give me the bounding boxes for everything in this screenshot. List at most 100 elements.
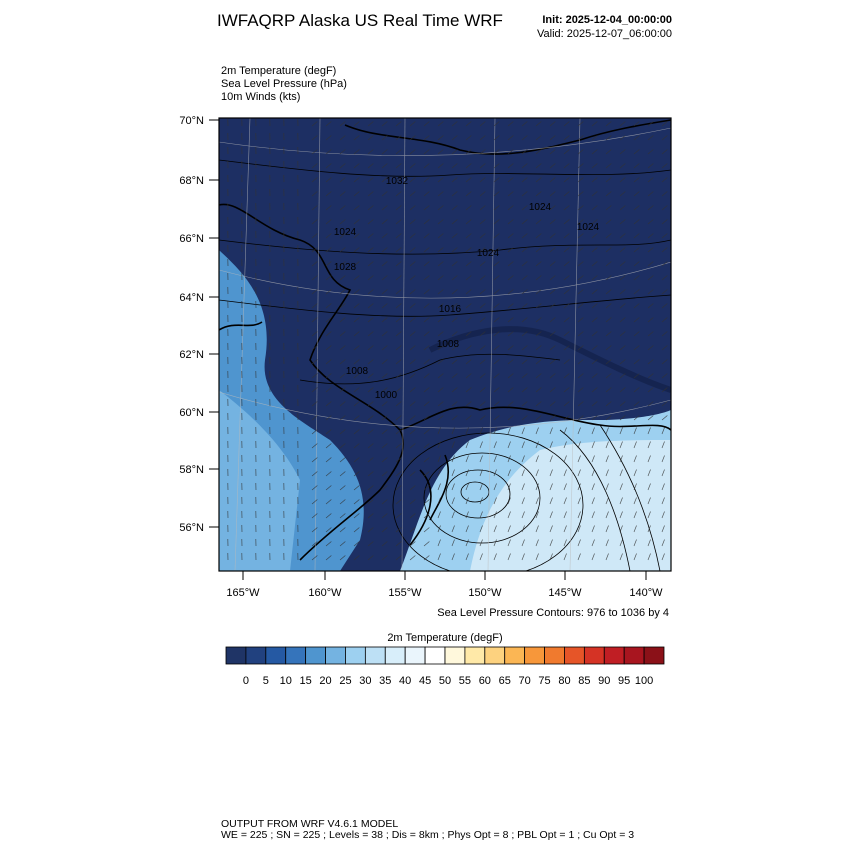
wind-barb xyxy=(535,191,542,197)
wind-barb xyxy=(409,205,416,211)
wind-barb xyxy=(381,149,388,155)
wind-barb xyxy=(409,331,416,337)
wind-barb xyxy=(577,427,581,435)
wind-barb xyxy=(479,469,483,477)
wind-barb xyxy=(633,483,637,491)
wind-barb xyxy=(311,373,318,379)
wind-barb xyxy=(311,275,318,281)
wind-barb xyxy=(311,513,318,519)
wind-barb xyxy=(339,499,346,505)
wind-barb xyxy=(479,289,486,295)
wind-barb xyxy=(535,205,542,211)
wind-barb xyxy=(451,205,458,211)
wind-barb xyxy=(423,275,430,281)
wind-barb xyxy=(563,525,567,533)
wind-barb xyxy=(549,401,556,407)
wind-barb xyxy=(395,191,402,197)
wind-barb xyxy=(507,359,514,365)
wind-barb xyxy=(507,233,514,239)
wind-barb xyxy=(311,471,318,477)
colorbar-box xyxy=(364,646,386,665)
wind-barb xyxy=(353,247,360,253)
wind-barb xyxy=(507,149,514,155)
colorbar-label: 15 xyxy=(300,675,312,687)
wind-barb xyxy=(591,247,598,253)
wind-barb xyxy=(591,261,598,267)
wind-barb xyxy=(339,289,346,295)
wind-barb xyxy=(381,541,388,547)
wind-barb xyxy=(535,303,542,309)
wind-barb xyxy=(647,163,654,169)
wind-barb xyxy=(381,177,388,183)
wind-barb xyxy=(465,455,469,463)
wind-barb xyxy=(423,205,430,211)
wind-barb xyxy=(353,541,360,547)
wind-barb xyxy=(451,539,455,547)
wind-barb xyxy=(381,303,388,309)
wind-barb xyxy=(339,471,346,477)
wind-barb xyxy=(507,345,514,351)
wind-barb xyxy=(409,471,416,477)
wind-barb xyxy=(437,233,444,239)
wind-barb xyxy=(451,331,458,337)
wind-barb xyxy=(605,455,609,463)
wind-barb xyxy=(479,427,483,435)
wind-barb xyxy=(353,317,360,323)
wind-barb xyxy=(549,553,553,561)
wind-barb xyxy=(633,373,640,379)
wind-barb xyxy=(423,149,430,155)
lat-label: 64°N xyxy=(179,292,204,304)
wind-barb xyxy=(493,539,497,547)
wind-barb xyxy=(353,233,360,239)
wind-barb xyxy=(507,331,514,337)
wind-barb xyxy=(647,401,654,407)
wind-barb xyxy=(395,415,402,421)
wind-barb xyxy=(339,345,346,351)
wind-barb xyxy=(507,373,514,379)
wind-barb xyxy=(591,177,598,183)
wind-barb xyxy=(661,205,668,211)
wind-barb xyxy=(325,555,332,561)
wind-barb xyxy=(549,163,556,169)
wind-barb xyxy=(381,275,388,281)
wind-barb xyxy=(437,345,444,351)
wind-barb xyxy=(563,373,570,379)
wind-barb xyxy=(381,205,388,211)
wind-barb xyxy=(493,331,500,337)
wind-barb xyxy=(465,401,472,407)
wind-barb xyxy=(605,233,612,239)
wind-barb xyxy=(535,401,542,407)
wind-barb xyxy=(661,553,665,561)
wind-barb xyxy=(633,233,640,239)
wind-barb xyxy=(647,511,651,519)
wind-barb xyxy=(633,401,640,407)
wind-barb xyxy=(451,401,458,407)
wind-barb xyxy=(493,135,500,141)
wind-barb xyxy=(409,317,416,323)
wind-barb xyxy=(395,275,402,281)
wind-barb xyxy=(465,121,472,127)
wind-barb xyxy=(479,261,486,267)
wind-barb xyxy=(451,191,458,197)
wind-barb xyxy=(451,497,455,505)
wind-barb xyxy=(493,177,500,183)
colorbar-label: 35 xyxy=(379,675,391,687)
wind-barb xyxy=(465,149,472,155)
wind-barb xyxy=(409,457,416,463)
wind-barb xyxy=(325,303,332,309)
wind-barb xyxy=(535,275,542,281)
wind-barb xyxy=(325,429,332,435)
wind-barb xyxy=(591,427,595,435)
wind-barb xyxy=(465,415,472,421)
wind-barb xyxy=(507,441,511,449)
wind-barb xyxy=(325,485,332,491)
wind-barb xyxy=(619,511,623,519)
wind-barb xyxy=(339,275,346,281)
wind-barb xyxy=(409,415,416,421)
wind-barb xyxy=(577,261,584,267)
colorbar: 0 5 10 15 20 25 30 35 40 45 50 55 60 65 70 75 80 85 90 95 10… xyxy=(225,646,665,687)
wind-barb xyxy=(591,317,598,323)
wind-barb xyxy=(563,303,570,309)
wind-barb xyxy=(325,541,332,547)
